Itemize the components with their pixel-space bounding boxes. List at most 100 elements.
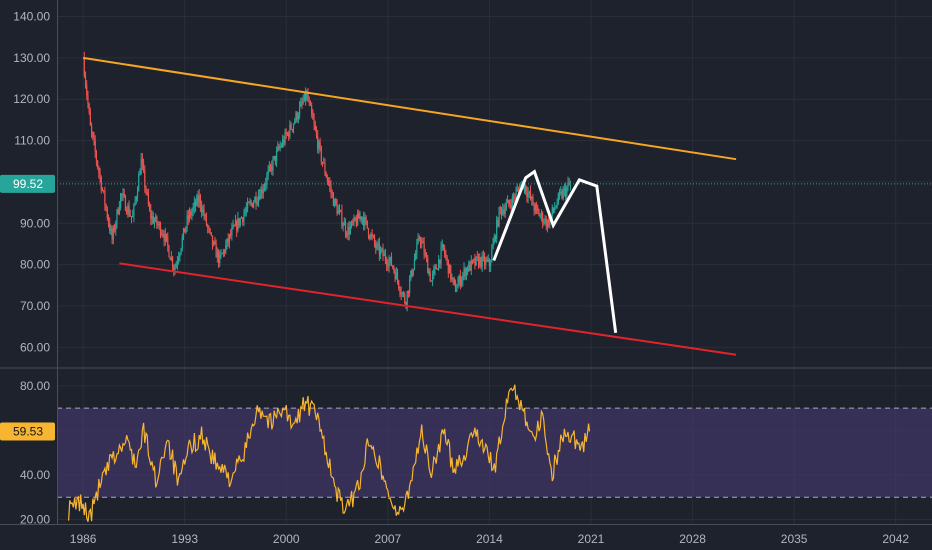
candle-body — [141, 158, 143, 164]
candle-body — [456, 288, 458, 292]
candle-body — [467, 268, 469, 272]
candle-body — [215, 243, 217, 258]
candle-body — [342, 225, 344, 227]
candle-body — [182, 228, 185, 238]
candle-body — [314, 124, 316, 130]
candle-body — [369, 235, 371, 239]
rsi-tick-label: 80.00 — [20, 379, 50, 393]
candle-body — [242, 217, 244, 222]
candle-body — [233, 225, 235, 227]
candle-body — [94, 141, 96, 152]
candle-body — [546, 219, 549, 227]
candle-body — [487, 259, 489, 261]
candle-body — [348, 227, 350, 234]
candle-body — [164, 233, 166, 242]
candle-body — [104, 190, 106, 205]
candle-body — [378, 243, 380, 255]
candle-body — [422, 241, 424, 244]
candle-body — [251, 203, 254, 208]
candle-body — [415, 254, 417, 260]
candle-body — [365, 217, 367, 221]
candle-body — [485, 260, 487, 265]
candle-body — [543, 222, 545, 224]
candle-body — [453, 279, 455, 284]
candle-body — [130, 216, 133, 218]
candle-body — [561, 191, 563, 199]
candle-body — [144, 170, 146, 187]
candle-body — [340, 210, 342, 212]
candle-body — [382, 248, 384, 256]
candle-body — [128, 206, 130, 216]
candle-body — [438, 259, 440, 270]
candle-body — [395, 272, 397, 280]
candle-body — [297, 116, 299, 120]
candle-body — [336, 204, 338, 214]
candle-body — [450, 264, 452, 280]
projection-path — [492, 169, 618, 334]
candle-body — [145, 186, 147, 193]
candle-body — [428, 271, 430, 274]
candle-body — [330, 185, 332, 193]
rsi-tick-label: 20.00 — [20, 513, 50, 527]
candle-body — [135, 197, 137, 201]
candle-body — [118, 207, 120, 214]
candle-body — [97, 160, 99, 168]
candle-body — [259, 195, 261, 200]
candle-body — [294, 120, 296, 124]
candle-body — [544, 218, 546, 223]
candle-body — [249, 202, 251, 204]
candle-body — [100, 177, 102, 190]
candle-body — [551, 207, 553, 215]
candle-body — [127, 206, 129, 214]
candle-body — [354, 217, 356, 221]
candle-body — [123, 193, 125, 197]
candle-body — [284, 132, 286, 144]
candle-body — [305, 93, 307, 100]
candle-body — [320, 147, 322, 162]
candle-body — [265, 183, 267, 186]
candle-body — [529, 191, 532, 199]
candle-body — [331, 192, 333, 194]
candle-body — [146, 192, 148, 194]
candle-body — [554, 208, 556, 211]
candle-body — [493, 235, 495, 244]
candle-body — [531, 197, 533, 199]
candle-body — [188, 211, 191, 219]
candle-body — [419, 239, 422, 244]
candle-body — [357, 213, 359, 226]
candle-body — [401, 292, 403, 295]
price-tick-label: 110.00 — [14, 134, 50, 148]
candle-body — [477, 256, 480, 267]
candle-body — [560, 191, 562, 193]
candle-body — [203, 209, 205, 217]
candle-body — [302, 101, 304, 103]
candle-body — [506, 200, 509, 204]
candle-body — [508, 200, 510, 205]
candle-body — [227, 238, 229, 243]
candle-body — [115, 223, 117, 231]
candle-body — [366, 220, 368, 229]
x-tick-label: 2042 — [882, 532, 909, 546]
candle-body — [434, 266, 436, 270]
candle-body — [558, 192, 561, 194]
candle-body — [288, 132, 290, 137]
candle-body — [315, 129, 318, 136]
candle-body — [267, 170, 269, 176]
candle-body — [289, 124, 291, 137]
candle-body — [515, 191, 517, 199]
price-candles — [83, 51, 572, 312]
candle-body — [406, 290, 408, 306]
candle-body — [192, 207, 194, 212]
candle-body — [89, 112, 91, 126]
candle-body — [372, 235, 374, 237]
candle-body — [83, 57, 85, 77]
candle-body — [263, 185, 266, 190]
candle-body — [301, 102, 303, 104]
last-price-badge — [0, 174, 55, 193]
candle-body — [486, 260, 488, 262]
candle-body — [364, 217, 366, 226]
candle-body — [239, 218, 241, 226]
candle-body — [138, 174, 140, 192]
candle-body — [280, 146, 283, 148]
candle-body — [140, 158, 142, 175]
